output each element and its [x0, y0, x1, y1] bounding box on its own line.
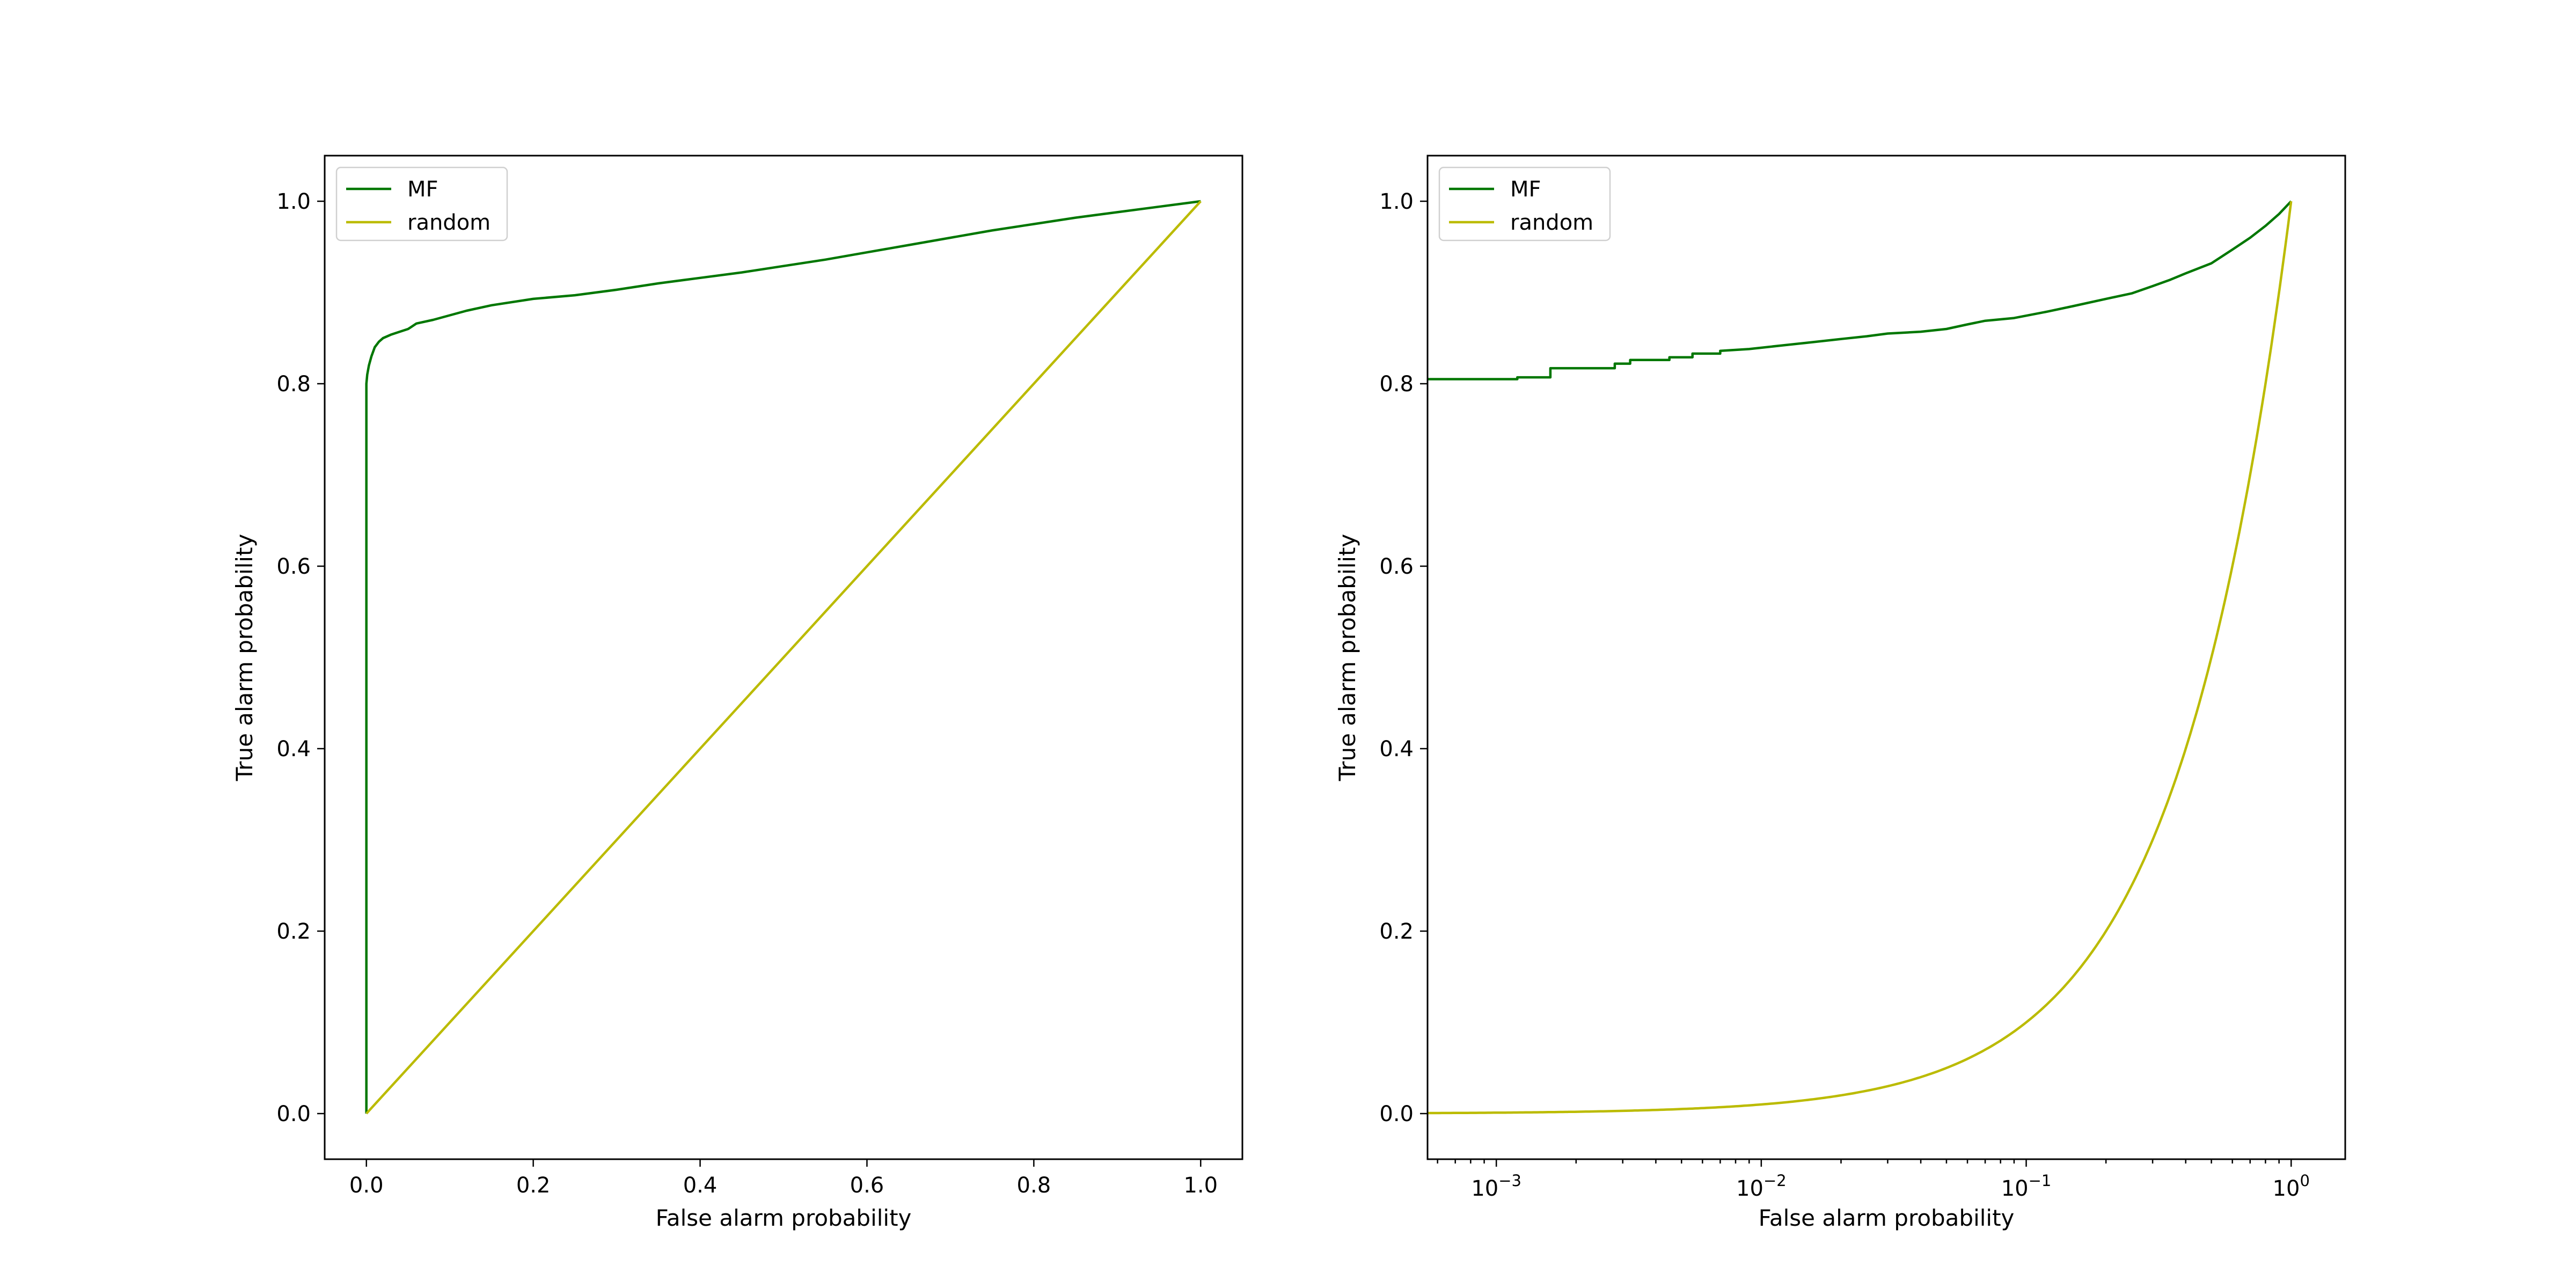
legend-label-random: random — [407, 210, 491, 235]
x-axis-label: False alarm probability — [656, 1205, 912, 1231]
y-tick-label: 0.4 — [1379, 737, 1414, 762]
series-line-random — [1428, 201, 2293, 1115]
x-tick-label-base: 10 — [1471, 1176, 1498, 1201]
y-tick-label: 0.0 — [1379, 1102, 1414, 1126]
x-tick-label-base: 10 — [1736, 1176, 1763, 1201]
y-axis-label: True alarm probability — [1334, 534, 1360, 782]
x-tick-label-base: 10 — [2001, 1176, 2029, 1201]
y-tick-label: 0.8 — [1379, 372, 1414, 397]
axes-frame — [1426, 155, 2346, 1160]
y-tick-label: 0.4 — [276, 737, 311, 762]
x-tick-label-base: 10 — [2273, 1176, 2300, 1201]
y-tick-label: 0.2 — [276, 919, 311, 944]
y-tick-label: 0.8 — [276, 372, 311, 397]
legend-label-mf: MF — [407, 177, 438, 202]
left-roc-panel: 0.0 0.2 0.4 0.6 0.8 1.0 0.0 0.2 0.4 0.6 0.8 1.0 Fals… — [231, 155, 1243, 1231]
x-tick-label-exponent: −1 — [2029, 1172, 2052, 1190]
y-tick-label: 1.0 — [1379, 189, 1414, 214]
y-tick-label: 0.6 — [276, 554, 311, 579]
x-tick-label: 10−1 — [2001, 1172, 2052, 1201]
x-tick-label-exponent: −3 — [1498, 1172, 1521, 1190]
y-tick-label: 0.6 — [1379, 554, 1414, 579]
x-tick-label: 10−2 — [1736, 1172, 1787, 1201]
legend-label-random: random — [1510, 210, 1593, 235]
x-tick-label: 1.0 — [1183, 1173, 1218, 1198]
y-tick-label: 0.0 — [276, 1102, 311, 1126]
axes-frame — [324, 155, 1243, 1160]
y-axis-label: True alarm probability — [231, 534, 258, 782]
series-line-mf — [365, 200, 1201, 1114]
y-tick-label: 1.0 — [276, 189, 311, 214]
x-tick-label-exponent: −2 — [1763, 1172, 1787, 1190]
series-line-mf — [1428, 200, 2292, 380]
x-tick-label: 0.8 — [1017, 1173, 1051, 1198]
x-tick-label: 10−3 — [1471, 1172, 1521, 1201]
y-tick-label: 0.2 — [1379, 919, 1414, 944]
x-tick-label: 0.0 — [349, 1173, 384, 1198]
legend-label-mf: MF — [1510, 177, 1541, 202]
x-tick-label: 0.4 — [683, 1173, 718, 1198]
x-tick-label: 0.6 — [850, 1173, 884, 1198]
series-line-random — [365, 200, 1202, 1115]
x-axis-label: False alarm probability — [1759, 1205, 2015, 1231]
x-tick-label: 0.2 — [516, 1173, 551, 1198]
x-tick-label: 100 — [2273, 1172, 2310, 1201]
x-tick-label-exponent: 0 — [2300, 1172, 2309, 1190]
